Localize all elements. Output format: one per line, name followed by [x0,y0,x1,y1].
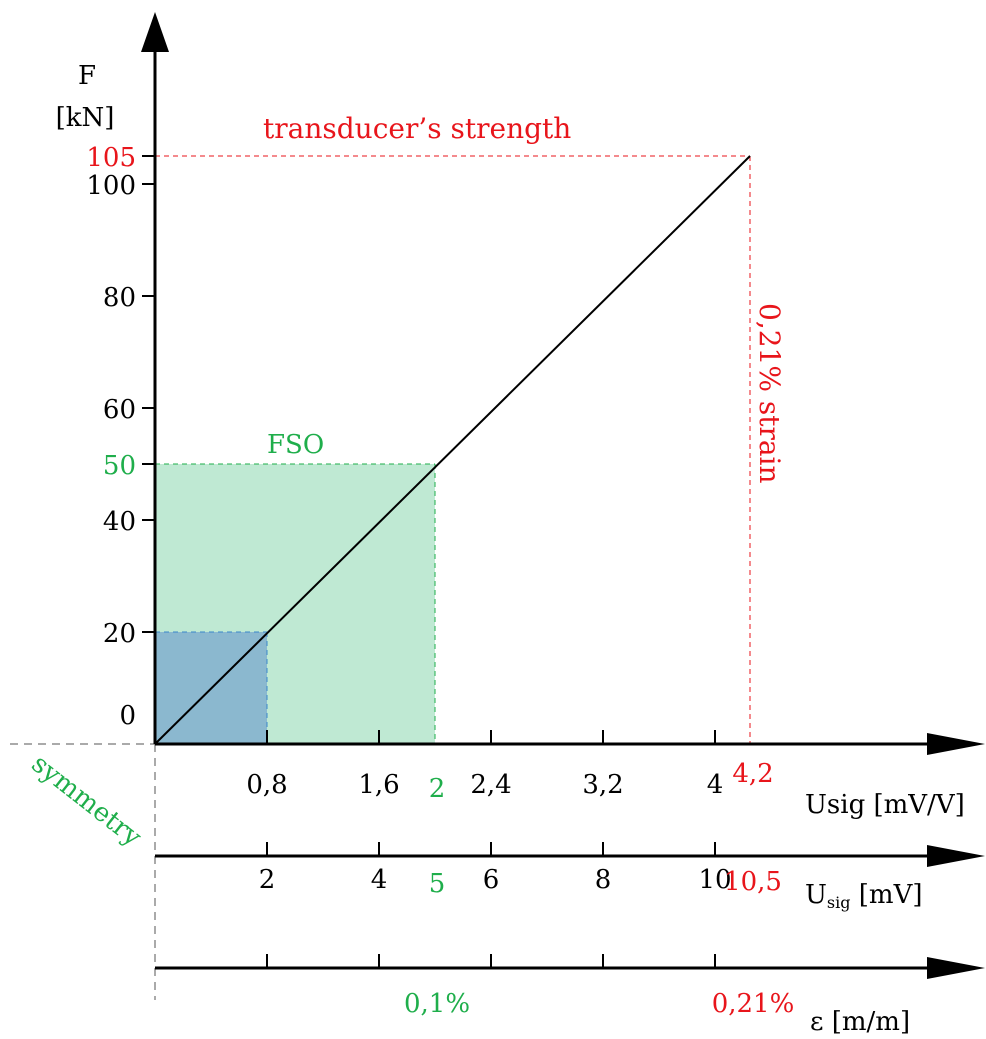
x-highlight-tick-label: 10,5 [724,867,782,897]
x-highlight-tick-label: 4,2 [732,759,773,789]
strain-vertical-label: 0,21% strain [753,303,786,484]
y-axis-ticks: 0 20 40 60 80 100 50 105 [86,143,155,731]
axis2-label-sub: sig [827,893,851,912]
x-highlight-tick-label: 2 [429,774,446,804]
force-signal-line [154,155,751,745]
y-tick-label: 50 [103,451,136,481]
x-axis-arrow-icon [927,957,985,979]
y-tick-label: 0 [119,701,136,731]
x-tick-label: 6 [483,865,500,895]
y-tick-label: 60 [103,395,136,425]
x-tick-label: 2,4 [470,770,511,800]
x-highlight-tick-label: 5 [429,869,446,899]
y-tick-label: 40 [103,507,136,537]
y-tick-label: 105 [86,143,136,173]
x-axis-3: 0,1% 0,21% [155,954,985,1019]
x-axes: 0,8 1,6 2,4 3,2 4 2 4,2 2 4 6 8 10 5 10,5 0,1% 0,21% [155,730,985,1019]
y-axis-unit: [kN] [56,103,115,133]
y-axis-arrow-icon [141,12,169,52]
x-tick-label: 4 [707,770,724,800]
x-tick-label: 1,6 [358,770,399,800]
axis3-label: ε [m/m] [810,1007,910,1037]
x-axis-arrow-icon [927,733,985,755]
x-axis-1: 0,8 1,6 2,4 3,2 4 2 4,2 [155,730,985,804]
x-tick-label: 4 [371,865,388,895]
x-axis-2: 2 4 6 8 10 5 10,5 [155,842,985,899]
y-tick-label: 80 [103,283,136,313]
fso-label: FSO [267,430,324,460]
x-axis-arrow-icon [927,845,985,867]
axis1-label: Usig [mV/V] [805,790,965,820]
y-axis-symbol: F [78,61,96,91]
x-highlight-tick-label: 0,21% [712,989,795,1019]
x-tick-label: 8 [595,865,612,895]
axis2-label-main: U [805,880,827,910]
y-tick-label: 20 [103,619,136,649]
x-tick-label: 10 [698,865,731,895]
strength-label: transducer’s strength [263,112,571,145]
x-tick-label: 3,2 [582,770,623,800]
symmetry-label: symmetry [26,749,147,853]
x-tick-label: 2 [259,865,276,895]
axis2-label-unit: [mV] [851,880,923,910]
axis2-label: Usig [mV] [805,880,922,912]
y-tick-label: 100 [86,171,136,201]
x-highlight-tick-label: 0,1% [404,989,470,1019]
x-tick-label: 0,8 [246,770,287,800]
